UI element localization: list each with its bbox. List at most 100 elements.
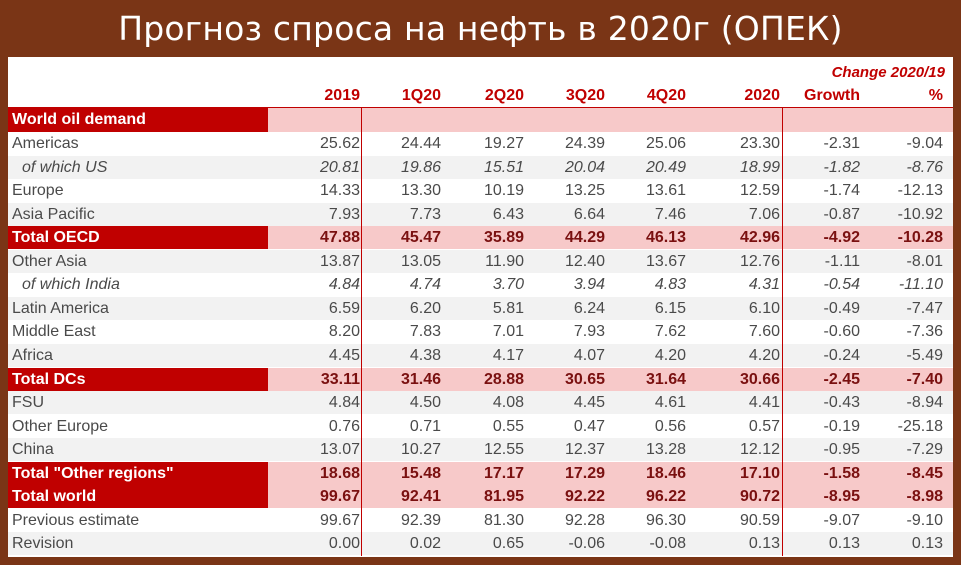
row-label: Total "Other regions" (8, 461, 268, 485)
table-cell: -1.11 (824, 252, 860, 270)
table-cell: 5.81 (492, 299, 524, 317)
table-cell: -8.76 (906, 158, 943, 176)
table-cell: -0.08 (649, 535, 686, 553)
table-cell: 12.76 (739, 252, 780, 270)
table-cell: 7.83 (409, 323, 441, 341)
table-cell: -9.07 (823, 511, 860, 529)
table-cell: -9.10 (906, 511, 943, 529)
table-cell: 7.93 (573, 323, 605, 341)
table-cell: 0.02 (409, 535, 441, 553)
column-header: 2019 (324, 87, 360, 104)
table-cell: 23.30 (739, 135, 780, 152)
table-cell: 24.39 (564, 135, 605, 152)
table-cell: 25.62 (319, 135, 360, 152)
table-cell: 20.04 (564, 158, 605, 176)
table-cell: 18.99 (739, 158, 780, 176)
table-cell: 13.87 (319, 252, 360, 270)
table-cell: 12.55 (483, 441, 524, 459)
row-label: Total DCs (8, 367, 268, 391)
row-label: Latin America (12, 299, 109, 317)
table-cell: 4.84 (328, 276, 360, 294)
table-cell: 30.66 (739, 370, 780, 388)
table-cell: -8.01 (906, 252, 943, 270)
table-cell: -0.95 (823, 441, 860, 459)
table-cell: 4.17 (492, 346, 524, 364)
table-cell: 4.50 (409, 394, 441, 412)
column-header: 3Q20 (565, 87, 605, 104)
table-cell: 13.67 (645, 252, 686, 270)
table-row: Total "Other regions" 18.68 15.48 17.17 17.2… (8, 461, 953, 485)
row-label: Other Asia (12, 252, 87, 270)
table-cell: 92.28 (564, 511, 605, 529)
table-cell: 81.95 (483, 488, 524, 506)
row-label: Africa (12, 346, 53, 364)
table-cell: 92.39 (400, 511, 441, 529)
table-cell: 96.30 (645, 511, 686, 529)
section-label: World oil demand (8, 108, 268, 132)
table-cell: 46.13 (645, 229, 686, 247)
table-cell: 99.67 (319, 511, 360, 529)
table-cell: 13.61 (645, 182, 686, 200)
table-row: Total world 99.67 92.41 81.95 92.22 96.22 90.7… (8, 485, 953, 509)
table-cell: 4.20 (748, 346, 780, 364)
table-cell: 4.07 (573, 346, 605, 364)
table-cell: 14.33 (319, 182, 360, 200)
table-row: Middle East 8.20 7.83 7.01 7.93 7.62 7.60 -0.60… (8, 320, 953, 343)
table-cell: -2.31 (823, 135, 860, 152)
table-cell: 4.83 (654, 276, 686, 294)
table-cell: 0.13 (911, 535, 943, 553)
table-cell: 33.11 (320, 370, 360, 388)
table-cell: -8.98 (906, 488, 943, 506)
table-cell: -9.04 (906, 135, 943, 152)
table-cell: 18.46 (645, 464, 686, 482)
demand-table: Change 2020/19 2019 1Q20 2Q20 3Q20 4Q20 2020 G… (8, 57, 953, 557)
table-cell: 35.89 (483, 229, 524, 247)
table-cell: 0.13 (748, 535, 780, 553)
table-cell: 28.88 (483, 370, 524, 388)
table-cell: 4.08 (492, 394, 524, 412)
table-cell: 44.29 (564, 229, 605, 247)
column-divider (782, 108, 783, 556)
table-cell: -7.40 (906, 370, 943, 388)
table-cell: -2.45 (823, 370, 860, 388)
column-header: 4Q20 (646, 87, 686, 104)
table-cell: 7.73 (409, 205, 441, 223)
table-cell: 24.44 (400, 135, 441, 152)
table-cell: 30.65 (564, 370, 605, 388)
table-cell: 0.47 (573, 417, 605, 435)
table-cell: -0.54 (823, 276, 860, 294)
change-header: Change 2020/19 (831, 64, 945, 81)
table-cell: 0.76 (328, 417, 360, 435)
table-cell: 8.20 (328, 323, 360, 341)
table-cell: 4.41 (748, 394, 780, 412)
table-cell: 3.70 (492, 276, 524, 294)
table-cell: 6.43 (492, 205, 524, 223)
table-cell: 4.61 (654, 394, 686, 412)
table-row: Other Asia 13.87 13.05 11.90 12.40 13.67 12.76… (8, 249, 953, 273)
table-cell: -4.92 (823, 229, 860, 247)
row-label: Total OECD (8, 226, 268, 250)
table-row: Latin America 6.59 6.20 5.81 6.24 6.15 6.10 -0.… (8, 296, 953, 320)
row-label: Previous estimate (12, 511, 140, 529)
table-cell: 19.86 (400, 158, 441, 176)
table-cell: 4.84 (328, 394, 360, 412)
table-cell: -25.18 (897, 417, 943, 435)
table-cell: -11.10 (898, 276, 943, 294)
table-cell: 15.48 (400, 464, 441, 482)
table-cell: 7.60 (748, 323, 780, 341)
table-cell: 92.41 (400, 488, 441, 506)
table-cell: 17.29 (564, 464, 605, 482)
table-cell: -0.60 (823, 323, 860, 341)
table-cell: 4.45 (328, 346, 360, 364)
row-label: China (12, 441, 54, 459)
table-cell: 6.20 (409, 299, 441, 317)
table-cell: 96.22 (645, 488, 686, 506)
header-rule (8, 107, 953, 108)
row-label: Europe (12, 182, 64, 200)
table-cell: 90.72 (739, 488, 780, 506)
table-cell: 81.30 (483, 511, 524, 529)
table-row: Other Europe 0.76 0.71 0.55 0.47 0.56 0.57 -0.1… (8, 415, 953, 438)
table-cell: 4.20 (654, 346, 686, 364)
column-divider (361, 108, 362, 556)
table-cell: 10.19 (483, 182, 524, 200)
